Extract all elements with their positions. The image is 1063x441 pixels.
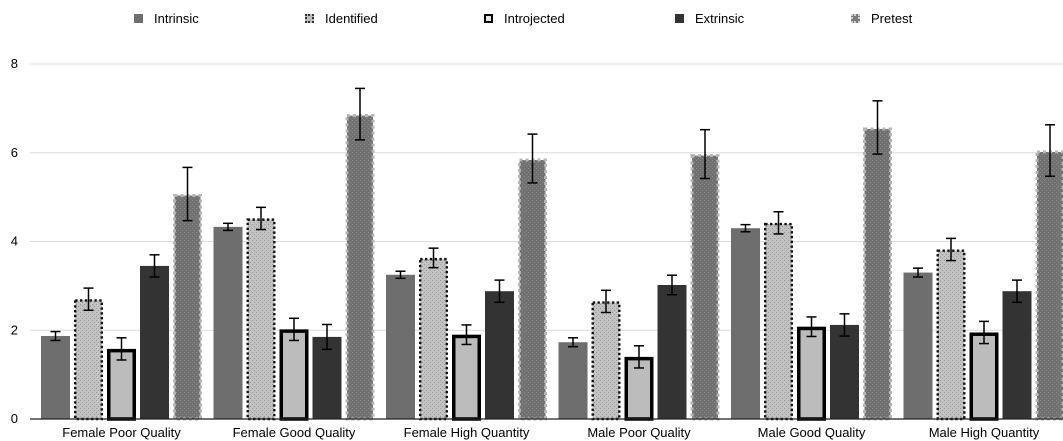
legend-swatch-introjected <box>484 13 493 23</box>
legend-item-identified: Identified <box>305 9 378 27</box>
legend-swatch-identified <box>305 13 314 23</box>
legend-item-intrinsic: Intrinsic <box>134 9 199 27</box>
bar-introjected <box>452 334 481 421</box>
y-tick-label: 2 <box>11 322 18 337</box>
legend-item-introjected: Introjected <box>484 9 565 27</box>
y-tick-label: 0 <box>11 411 18 426</box>
legend-label-introjected: Introjected <box>504 10 565 26</box>
bar-extrinsic <box>312 336 342 419</box>
legend-label-extrinsic: Extrinsic <box>695 10 745 26</box>
bar-identified <box>419 257 449 421</box>
bar-pretest <box>863 127 892 421</box>
x-category-label: Male Poor Quality <box>587 425 691 440</box>
bar-pretest <box>518 158 547 421</box>
bar-introjected <box>279 329 309 421</box>
legend-item-extrinsic: Extrinsic <box>675 9 744 27</box>
bar-identified <box>73 299 103 421</box>
bar-intrinsic <box>558 342 588 419</box>
bar-extrinsic <box>140 265 169 419</box>
legend-swatch-intrinsic <box>134 13 143 23</box>
legend-label-identified: Identified <box>325 10 378 26</box>
legend-swatch-extrinsic <box>675 13 684 23</box>
bar-extrinsic <box>1002 291 1032 419</box>
bar-pretest <box>690 154 720 421</box>
bar-intrinsic <box>41 336 70 419</box>
legend-item-pretest: Pretest <box>851 9 912 27</box>
x-category-label: Female High Quantity <box>404 425 530 440</box>
bar-identified <box>936 249 966 421</box>
bar-intrinsic <box>903 272 933 419</box>
bar-pretest <box>1035 150 1063 421</box>
bar-intrinsic <box>731 228 760 419</box>
bar-pretest <box>173 194 202 421</box>
x-category-label: Female Poor Quality <box>62 425 181 440</box>
bar-pretest <box>345 114 375 421</box>
chart-legend: Intrinsic Identified Introjected Extrins… <box>0 9 1063 29</box>
bar-extrinsic <box>830 324 859 419</box>
bar-identified <box>764 222 794 421</box>
axes: 0 2 4 6 8 Female Poor Quality Female Good Qual… <box>11 56 1063 440</box>
error-bars <box>50 87 1055 369</box>
bars <box>41 114 1063 421</box>
legend-swatch-pretest <box>851 13 860 23</box>
x-category-label: Male High Quantity <box>929 425 1040 440</box>
bar-extrinsic <box>657 284 687 419</box>
y-tick-label: 8 <box>11 56 18 71</box>
bar-intrinsic <box>213 226 243 419</box>
legend-label-intrinsic: Intrinsic <box>154 10 199 26</box>
bar-extrinsic <box>485 291 514 419</box>
bar-introjected <box>107 348 136 421</box>
bar-introjected <box>797 326 826 421</box>
bar-identified <box>246 218 276 421</box>
x-category-label: Male Good Quality <box>758 425 866 440</box>
y-tick-label: 4 <box>11 234 18 249</box>
bar-intrinsic <box>386 274 415 419</box>
bar-introjected <box>969 332 999 421</box>
x-category-label: Female Good Quality <box>233 425 356 440</box>
y-tick-label: 6 <box>11 145 18 160</box>
legend-label-pretest: Pretest <box>871 10 913 26</box>
bar-identified <box>591 301 621 421</box>
